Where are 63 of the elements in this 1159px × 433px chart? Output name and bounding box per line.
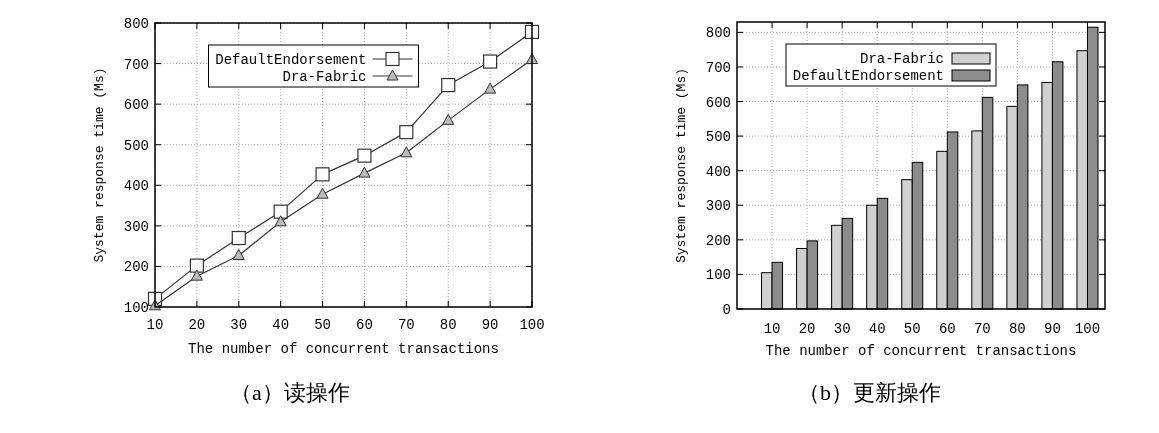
x-tick-label: 10 xyxy=(763,321,781,337)
point xyxy=(316,187,329,199)
x-tick-label: 10 xyxy=(146,317,164,333)
x-tick-label: 30 xyxy=(833,321,851,337)
legend-label: Dra-Fabric xyxy=(859,51,944,67)
x-tick-label: 70 xyxy=(973,321,991,337)
point xyxy=(273,204,288,219)
text: （a）读操作 xyxy=(230,380,350,405)
x-tick-label: 90 xyxy=(481,317,499,333)
y-axis-title: System response time (Ms) xyxy=(674,67,689,264)
x-axis-title: The number of concurrent transactions xyxy=(765,343,1077,359)
y-tick-label: 500 xyxy=(705,129,731,146)
x-tick-label: 100 xyxy=(1074,321,1101,337)
point xyxy=(231,230,246,246)
y-tick-label: 200 xyxy=(705,232,731,249)
point xyxy=(190,269,203,281)
x-tick-label: 40 xyxy=(272,317,290,333)
point xyxy=(441,77,456,93)
y-tick-label: 800 xyxy=(123,16,149,32)
x-tick-label: 50 xyxy=(314,317,331,333)
y-tick-label: 700 xyxy=(705,59,731,76)
y-tick-label: 200 xyxy=(123,259,149,276)
x-tick-label: 30 xyxy=(230,317,248,333)
x-tick-label: 40 xyxy=(868,321,886,337)
x-tick-label: 20 xyxy=(798,321,816,337)
y-tick-label: 500 xyxy=(123,137,149,154)
text: （b）更新操作 xyxy=(798,380,941,405)
y-tick-label: 600 xyxy=(123,97,149,114)
x-tick-label: 80 xyxy=(1008,321,1026,337)
point xyxy=(484,82,497,94)
y-tick-label: 400 xyxy=(123,178,149,195)
point xyxy=(358,166,371,178)
y-tick-label: 800 xyxy=(705,25,731,42)
x-tick-label: 70 xyxy=(397,317,415,333)
y-tick-label: 100 xyxy=(123,300,149,316)
x-tick-label: 60 xyxy=(938,321,956,337)
y-tick-label: 100 xyxy=(705,267,731,284)
legend-label: DefaultEndorsement xyxy=(215,52,367,68)
point xyxy=(483,54,498,69)
x-tick-label: 90 xyxy=(1044,321,1061,337)
x-tick-label: 100 xyxy=(519,317,545,333)
x-tick-label: 20 xyxy=(188,317,206,333)
point xyxy=(357,148,372,163)
point xyxy=(399,125,414,140)
y-tick-label: 600 xyxy=(705,94,731,111)
y-tick-label: 400 xyxy=(705,163,731,180)
point xyxy=(400,146,413,158)
y-tick-label: 0 xyxy=(722,302,731,318)
x-axis-title: The number of concurrent transactions xyxy=(188,341,499,357)
point xyxy=(442,113,455,125)
y-tick-label: 300 xyxy=(123,218,149,235)
point xyxy=(232,248,245,260)
legend-label: DefaultEndorsement xyxy=(792,68,944,84)
x-tick-label: 60 xyxy=(356,317,373,333)
y-tick-label: 700 xyxy=(123,56,149,73)
legend-label: Dra-Fabric xyxy=(282,69,367,85)
point xyxy=(274,215,287,227)
x-tick-label: 80 xyxy=(439,317,457,333)
point xyxy=(189,258,204,273)
x-tick-label: 50 xyxy=(903,321,921,337)
y-tick-label: 300 xyxy=(705,198,731,215)
y-axis-title: System response time (Ms) xyxy=(92,67,107,263)
point xyxy=(315,167,330,182)
